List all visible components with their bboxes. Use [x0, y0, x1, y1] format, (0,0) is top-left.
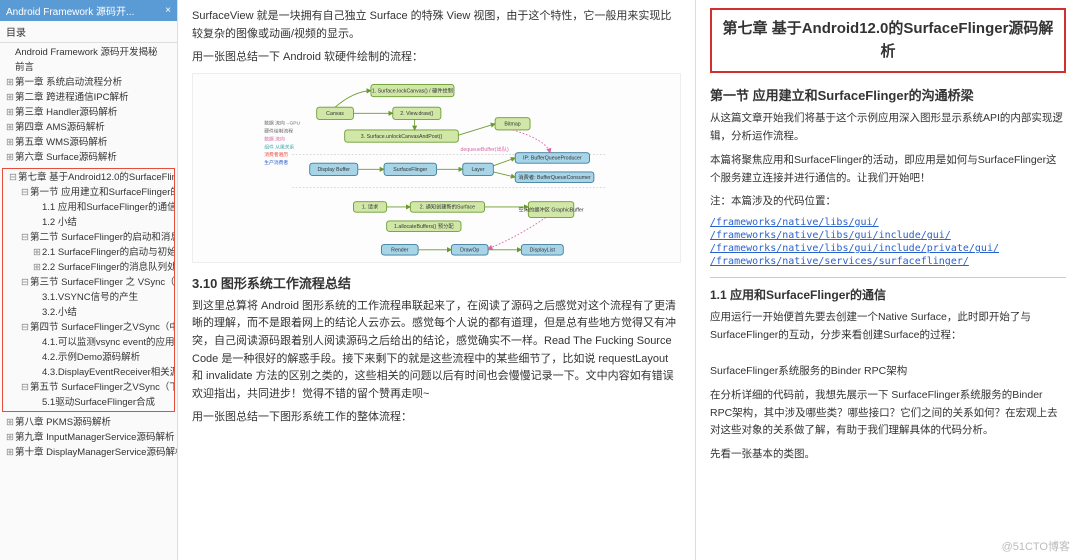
tree-item[interactable]: ⊞2.2 SurfaceFlinger的消息队列处理机: [3, 260, 174, 275]
svg-text:Canvas: Canvas: [326, 111, 344, 117]
tree-item[interactable]: ⊟第四节 SurfaceFlinger之VSync（中）: [3, 320, 174, 335]
para: 先看一张基本的类图。: [710, 446, 1066, 464]
tree-item[interactable]: ⊞第九章 InputManagerService源码解析: [0, 430, 177, 445]
tree-item[interactable]: ⊞第十章 DisplayManagerService源码解析: [0, 445, 177, 460]
tree-item[interactable]: 4.3.DisplayEventReceiver相关源码追: [3, 365, 174, 380]
svg-text:硬件绘制流程: 硬件绘制流程: [264, 127, 293, 134]
svg-text:消费者遍历: 消费者遍历: [264, 151, 288, 158]
toc-tree: Android Framework 源码开发揭秘前言⊞第一章 系统启动流程分析⊞…: [0, 43, 177, 167]
tree-item[interactable]: ⊞第四章 AMS源码解析: [0, 120, 177, 135]
svg-text:数据 流向→GPU: 数据 流向→GPU: [264, 119, 300, 126]
code-path-link[interactable]: /frameworks/native/libs/gui/include/gui/: [710, 230, 1066, 241]
sidebar: Android Framework 源码开... × 目录 Android Fr…: [0, 0, 178, 560]
svg-text:数据 流向: 数据 流向: [264, 135, 285, 142]
tree-item[interactable]: 1.2 小结: [3, 215, 174, 230]
para: 从这篇文章开始我们将基于这个示例应用深入图形显示系统API的内部实现逻辑，分析运…: [710, 110, 1066, 146]
para: SurfaceFlinger系统服务的Binder RPC架构: [710, 363, 1066, 381]
tree-item[interactable]: 5.1驱动SurfaceFlinger合成: [3, 395, 174, 410]
svg-text:SurfaceFlinger: SurfaceFlinger: [393, 167, 427, 173]
tree-item[interactable]: Android Framework 源码开发揭秘: [0, 45, 177, 60]
tree-item[interactable]: ⊞第八章 PKMS源码解析: [0, 415, 177, 430]
watermark: @51CTO博客: [1002, 538, 1070, 554]
tree-item[interactable]: ⊞第六章 Surface源码解析: [0, 150, 177, 165]
svg-text:组件 从属关系: 组件 从属关系: [264, 143, 294, 150]
tree-item[interactable]: ⊟第五节 SurfaceFlinger之VSync（下）: [3, 380, 174, 395]
left-column: SurfaceView 就是一块拥有自己独立 Surface 的特殊 View …: [178, 0, 695, 560]
svg-text:DisplayList: DisplayList: [530, 247, 556, 253]
tree-item[interactable]: ⊟第七章 基于Android12.0的SurfaceFlinger: [3, 170, 174, 185]
para: SurfaceView 就是一块拥有自己独立 Surface 的特殊 View …: [192, 8, 681, 43]
tree-item[interactable]: 4.1.可以监测vsync event的应用: [3, 335, 174, 350]
para: 注：本篇涉及的代码位置：: [710, 193, 1066, 211]
tree-item[interactable]: ⊞第五章 WMS源码解析: [0, 135, 177, 150]
tree-item[interactable]: 3.2.小结: [3, 305, 174, 320]
close-icon[interactable]: ×: [165, 5, 171, 16]
main-content: SurfaceView 就是一块拥有自己独立 Surface 的特殊 View …: [178, 0, 1080, 560]
code-path-link[interactable]: /frameworks/native/libs/gui/include/priv…: [710, 243, 1066, 254]
para: 到这里总算将 Android 图形系统的工作流程串联起来了，在阅读了源码之后感觉…: [192, 298, 681, 404]
toc-tree-highlighted: ⊟第七章 基于Android12.0的SurfaceFlinger⊟第一节 应用…: [2, 168, 175, 412]
para: 本篇将聚焦应用和SurfaceFlinger的活动，即应用是如何与Surface…: [710, 152, 1066, 188]
svg-text:Render: Render: [391, 247, 408, 253]
para: 在分析详细的代码前，我想先展示一下 SurfaceFlinger系统服务的Bin…: [710, 387, 1066, 441]
svg-text:3. Surface.unlockCanvasAndPost: 3. Surface.unlockCanvasAndPost(): [361, 134, 443, 140]
svg-text:1.allocateBuffers() 预分配: 1.allocateBuffers() 预分配: [394, 222, 454, 230]
tree-item[interactable]: 前言: [0, 60, 177, 75]
code-path-link[interactable]: /frameworks/native/services/surfacefling…: [710, 256, 1066, 267]
section-title: 第一节 应用建立和SurfaceFlinger的沟通桥梁: [710, 85, 1066, 104]
tree-item[interactable]: 3.1.VSYNC信号的产生: [3, 290, 174, 305]
svg-text:2. View.draw(): 2. View.draw(): [400, 111, 433, 117]
tree-item[interactable]: 1.1 应用和SurfaceFlinger的通信: [3, 200, 174, 215]
chapter-title: 第七章 基于Android12.0的SurfaceFlinger源码解析: [710, 8, 1066, 73]
para: 用一张图总结一下图形系统工作的整体流程：: [192, 409, 681, 427]
section-heading: 3.10 图形系统工作流程总结: [192, 273, 681, 292]
para: 应用运行一开始便首先要去创建一个Native Surface，此时即开始了与Su…: [710, 309, 1066, 345]
tree-item[interactable]: ⊞2.1 SurfaceFlinger的启动与初始化: [3, 245, 174, 260]
svg-text:Bitmap: Bitmap: [504, 121, 520, 127]
svg-text:IP: BufferQueueProducer: IP: BufferQueueProducer: [523, 155, 582, 161]
tree-item[interactable]: ⊞第三章 Handler源码解析: [0, 105, 177, 120]
svg-text:2. 通知创建新的Surface: 2. 通知创建新的Surface: [420, 202, 475, 210]
toc-tree-after: ⊞第八章 PKMS源码解析⊞第九章 InputManagerService源码解…: [0, 413, 177, 462]
svg-text:DrawOp: DrawOp: [460, 247, 479, 253]
svg-text:1. 请求: 1. 请求: [362, 202, 379, 210]
tree-item[interactable]: ⊟第一节 应用建立和SurfaceFlinger的沟通: [3, 185, 174, 200]
tab-title[interactable]: Android Framework 源码开...: [6, 3, 134, 18]
tree-item[interactable]: ⊟第三节 SurfaceFlinger 之 VSync（上）: [3, 275, 174, 290]
para: 用一张图总结一下 Android 软硬件绘制的流程：: [192, 49, 681, 67]
code-path-link[interactable]: /frameworks/native/libs/gui/: [710, 217, 1066, 228]
code-links: /frameworks/native/libs/gui/ /frameworks/…: [710, 217, 1066, 267]
svg-text:Display Buffer: Display Buffer: [318, 167, 351, 173]
tab-bar: Android Framework 源码开... ×: [0, 0, 177, 21]
subsection-title: 1.1 应用和SurfaceFlinger的通信: [710, 277, 1066, 303]
flow-diagram: 1. Surface.lockCanvas() / 硬件绘制 Canvas 2. V…: [192, 73, 681, 263]
svg-text:消费者: BufferQueueConsumer: 消费者: BufferQueueConsumer: [518, 173, 591, 181]
svg-text:1. Surface.lockCanvas() / 硬件绘制: 1. Surface.lockCanvas() / 硬件绘制: [372, 86, 453, 94]
svg-text:Layer: Layer: [471, 167, 484, 173]
svg-text:空闲的缓冲区 GraphicBuffer: 空闲的缓冲区 GraphicBuffer: [519, 205, 584, 213]
tree-item[interactable]: 4.2.示例Demo源码解析: [3, 350, 174, 365]
toc-label: 目录: [0, 21, 177, 43]
tree-item[interactable]: ⊟第二节 SurfaceFlinger的启动和消息队列: [3, 230, 174, 245]
svg-text:生产消费者: 生产消费者: [264, 159, 288, 166]
tree-item[interactable]: ⊞第二章 跨进程通信IPC解析: [0, 90, 177, 105]
svg-text:dequeueBuffer(出队): dequeueBuffer(出队): [460, 145, 508, 153]
tree-item[interactable]: ⊞第一章 系统启动流程分析: [0, 75, 177, 90]
right-column: 第七章 基于Android12.0的SurfaceFlinger源码解析 第一节…: [695, 0, 1080, 560]
